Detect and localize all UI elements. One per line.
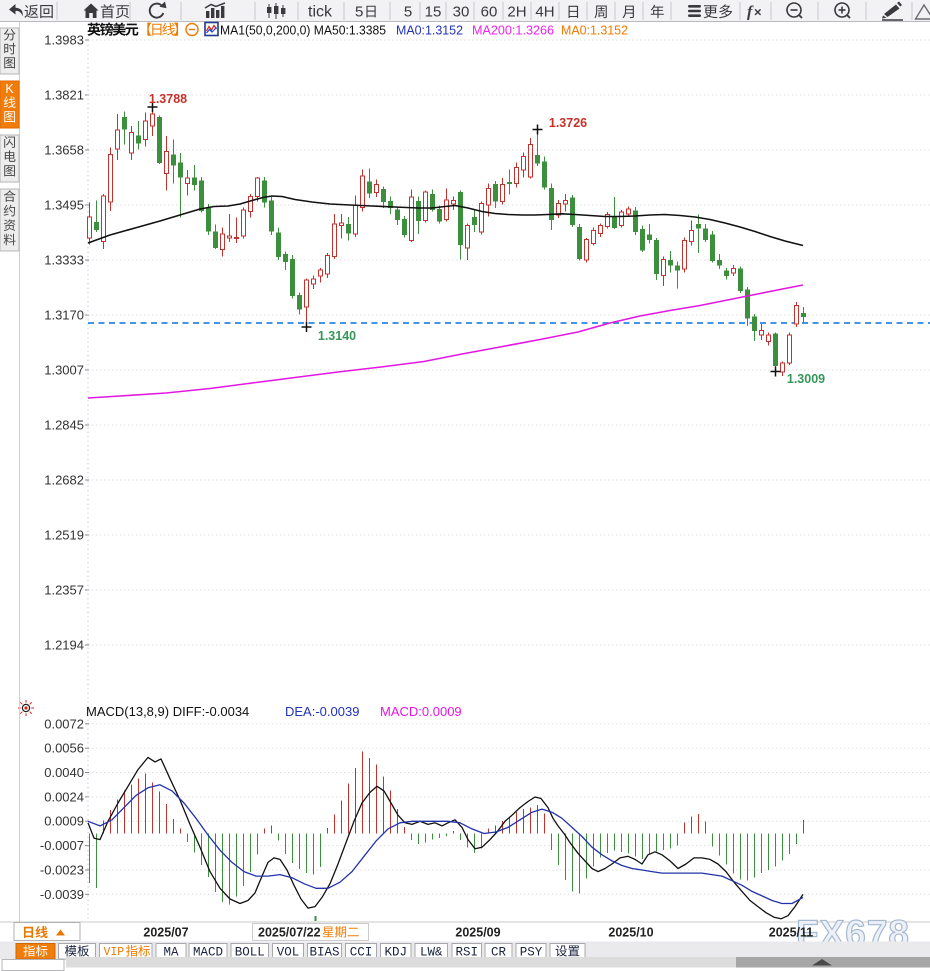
svg-text:LW&: LW& [420,946,443,960]
svg-text:CR: CR [491,946,507,960]
svg-text:1.3495: 1.3495 [44,198,84,213]
svg-text:0.0072: 0.0072 [44,716,84,731]
svg-text:MA200:1.3266: MA200:1.3266 [472,23,554,38]
svg-text:1.2682: 1.2682 [44,473,84,488]
svg-text:0.0056: 0.0056 [44,741,84,756]
svg-text:4H: 4H [535,4,554,21]
svg-text:1.3170: 1.3170 [44,308,84,323]
svg-text:2025/07/22: 2025/07/22 [258,926,321,940]
svg-text:2H: 2H [507,4,526,21]
svg-text:-0.0039: -0.0039 [40,887,84,902]
svg-text:0.0009: 0.0009 [44,814,84,829]
svg-text:MA: MA [163,946,179,960]
svg-text:1.2845: 1.2845 [44,418,84,433]
svg-text:MA0:1.3152: MA0:1.3152 [396,23,463,38]
svg-text:1.3140: 1.3140 [318,329,356,343]
svg-text:60: 60 [481,4,498,21]
svg-text:×: × [754,5,762,20]
svg-text:2025/11: 2025/11 [769,926,814,940]
svg-text:BIAS: BIAS [309,946,339,960]
svg-text:f: f [747,4,754,21]
svg-text:1.2519: 1.2519 [44,528,84,543]
svg-text:K: K [5,82,14,96]
svg-text:15: 15 [425,4,442,21]
svg-text:2025/09: 2025/09 [455,926,500,940]
svg-text:5: 5 [355,4,363,21]
svg-text:1.3726: 1.3726 [549,116,587,130]
svg-text:30: 30 [453,4,470,21]
svg-text:MA1(50,0,200,0) MA50:1.3385: MA1(50,0,200,0) MA50:1.3385 [220,23,386,38]
svg-text:1.3333: 1.3333 [44,253,84,268]
svg-text:0.0024: 0.0024 [44,789,84,804]
svg-text:DEA:-0.0039: DEA:-0.0039 [285,704,359,719]
svg-text:1.3788: 1.3788 [149,92,187,106]
svg-text:1.3821: 1.3821 [44,88,84,103]
svg-text:2025/10: 2025/10 [608,926,653,940]
svg-text:RSI: RSI [455,946,478,960]
svg-text:tick: tick [308,4,333,21]
svg-text:-0.0023: -0.0023 [40,863,84,878]
svg-text:1.3007: 1.3007 [44,363,84,378]
svg-text:1.3009: 1.3009 [787,372,825,386]
svg-text:PSY: PSY [520,946,543,960]
svg-text:MACD: MACD [193,946,223,960]
svg-text:5: 5 [404,4,412,21]
svg-text:1.3983: 1.3983 [44,33,84,48]
svg-text:1.2357: 1.2357 [44,583,84,598]
svg-text:MACD(13,8,9) DIFF:-0.0034: MACD(13,8,9) DIFF:-0.0034 [86,704,249,719]
svg-text:VOL: VOL [277,946,300,960]
svg-text:VIP: VIP [104,946,125,959]
svg-text:KDJ: KDJ [384,946,407,960]
svg-text:1.3658: 1.3658 [44,143,84,158]
svg-text:0.0040: 0.0040 [44,765,84,780]
svg-text:1.2194: 1.2194 [44,638,84,653]
svg-text:2025/07: 2025/07 [143,926,188,940]
svg-text:-0.0007: -0.0007 [40,838,84,853]
svg-text:MACD:0.0009: MACD:0.0009 [380,704,462,719]
svg-text:BOLL: BOLL [235,946,265,960]
svg-text:CCI: CCI [350,946,373,960]
svg-text:MA0:1.3152: MA0:1.3152 [561,23,628,38]
